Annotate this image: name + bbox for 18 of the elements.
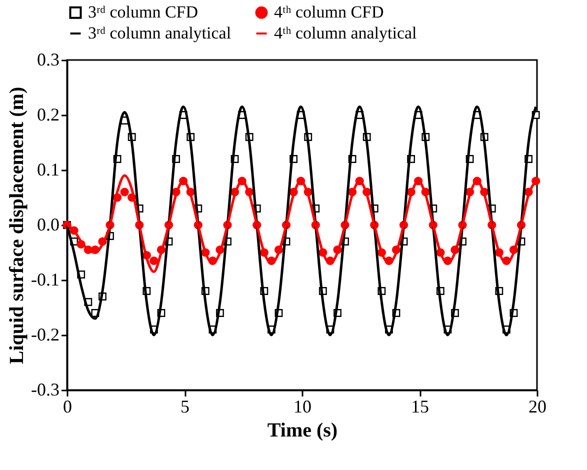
x-tick-label: 10 bbox=[294, 396, 312, 416]
x-tick-label: 0 bbox=[63, 396, 72, 416]
x-tick-label: 15 bbox=[411, 396, 429, 416]
y-tick-label: -0.3 bbox=[31, 380, 60, 400]
legend-label: 3ʳᵈ column CFD bbox=[88, 2, 198, 22]
legend-label: 3ʳᵈ column analytical bbox=[88, 24, 232, 42]
x-tick-label: 5 bbox=[180, 396, 190, 416]
legend-label: 4ᵗʰ column analytical bbox=[274, 24, 418, 42]
x-tick-label: 20 bbox=[528, 396, 546, 416]
y-tick-label: 0.1 bbox=[37, 160, 60, 180]
y-axis-title: Liquid surface displacement (m) bbox=[6, 86, 28, 364]
y-tick-label: -0.2 bbox=[31, 324, 60, 344]
y-tick-label: 0.3 bbox=[37, 50, 60, 70]
x-axis-title: Time (s) bbox=[267, 420, 338, 442]
y-tick-label: -0.1 bbox=[31, 270, 60, 290]
legend-label: 4ᵗʰ column CFD bbox=[274, 2, 384, 22]
y-tick-label: 0.0 bbox=[37, 214, 60, 234]
y-tick-label: 0.2 bbox=[37, 104, 60, 124]
